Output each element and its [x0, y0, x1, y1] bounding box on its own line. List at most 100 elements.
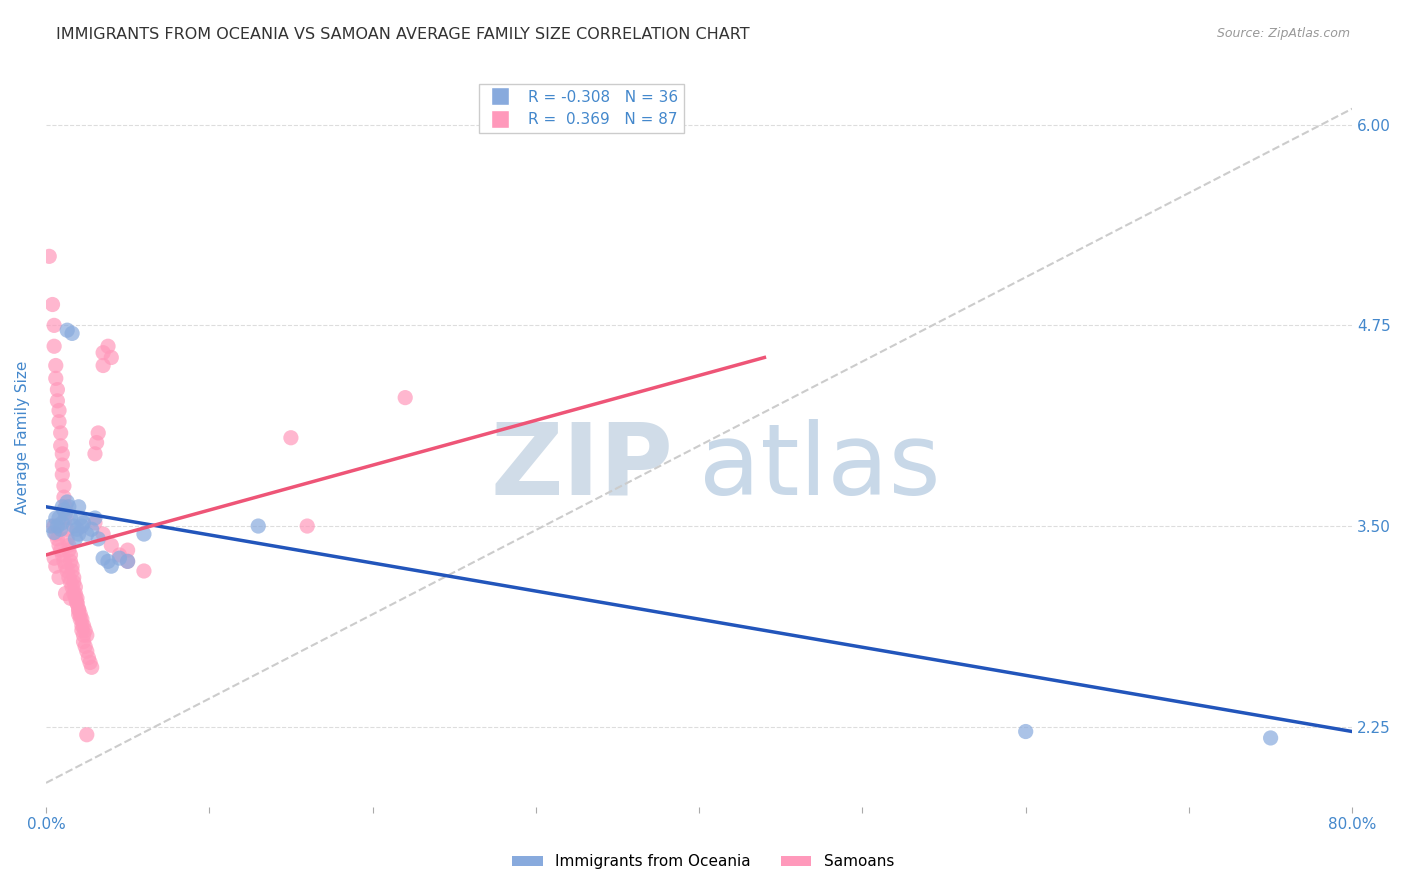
- Point: [62, 586, 84, 600]
- Point: [70, 624, 93, 638]
- Point: [77, 650, 100, 665]
- Point: [80, 660, 103, 674]
- Text: ZIP: ZIP: [491, 418, 673, 516]
- Point: [297, 519, 319, 533]
- Point: [44, 339, 66, 353]
- Point: [56, 564, 79, 578]
- Point: [117, 543, 139, 558]
- Point: [62, 570, 84, 584]
- Point: [48, 415, 70, 429]
- Point: [45, 527, 67, 541]
- Point: [66, 522, 89, 536]
- Point: [55, 559, 77, 574]
- Point: [117, 554, 139, 568]
- Point: [70, 612, 93, 626]
- Point: [48, 570, 70, 584]
- Point: [1015, 724, 1038, 739]
- Point: [58, 570, 80, 584]
- Point: [394, 391, 416, 405]
- Point: [58, 538, 80, 552]
- Point: [44, 525, 66, 540]
- Point: [76, 644, 98, 658]
- Point: [60, 559, 83, 574]
- Point: [45, 559, 67, 574]
- Point: [46, 393, 69, 408]
- Point: [69, 511, 91, 525]
- Point: [65, 532, 87, 546]
- Point: [52, 554, 75, 568]
- Point: [65, 580, 87, 594]
- Point: [100, 559, 122, 574]
- Point: [76, 628, 98, 642]
- Point: [100, 351, 122, 365]
- Point: [91, 345, 114, 359]
- Point: [108, 548, 131, 562]
- Point: [91, 551, 114, 566]
- Point: [56, 495, 79, 509]
- Point: [67, 607, 90, 622]
- Point: [1260, 731, 1282, 745]
- Point: [49, 522, 72, 536]
- Point: [79, 656, 101, 670]
- Point: [56, 323, 79, 337]
- Point: [38, 249, 60, 263]
- Point: [80, 522, 103, 536]
- Point: [51, 548, 73, 562]
- Point: [66, 596, 89, 610]
- Point: [59, 575, 82, 590]
- Point: [65, 586, 87, 600]
- Point: [59, 554, 82, 568]
- Point: [91, 527, 114, 541]
- Point: [97, 339, 120, 353]
- Point: [72, 634, 94, 648]
- Point: [76, 527, 98, 541]
- Point: [44, 551, 66, 566]
- Point: [87, 532, 110, 546]
- Point: [66, 596, 89, 610]
- Point: [108, 551, 131, 566]
- Point: [55, 511, 77, 525]
- Point: [60, 326, 83, 341]
- Point: [49, 543, 72, 558]
- Point: [91, 359, 114, 373]
- Point: [72, 516, 94, 530]
- Point: [55, 506, 77, 520]
- Point: [62, 519, 84, 533]
- Point: [59, 548, 82, 562]
- Point: [55, 586, 77, 600]
- Point: [52, 479, 75, 493]
- Point: [45, 359, 67, 373]
- Point: [67, 602, 90, 616]
- Point: [51, 500, 73, 514]
- Point: [51, 458, 73, 472]
- Point: [84, 511, 107, 525]
- Point: [52, 490, 75, 504]
- Y-axis label: Average Family Size: Average Family Size: [15, 361, 30, 515]
- Point: [45, 371, 67, 385]
- Point: [67, 602, 90, 616]
- Point: [55, 500, 77, 514]
- Point: [69, 612, 91, 626]
- Point: [58, 500, 80, 514]
- Point: [100, 538, 122, 552]
- Legend: Immigrants from Oceania, Samoans: Immigrants from Oceania, Samoans: [506, 848, 900, 875]
- Text: atlas: atlas: [699, 418, 941, 516]
- Point: [75, 624, 97, 638]
- Point: [75, 640, 97, 654]
- Point: [48, 511, 70, 525]
- Legend: R = -0.308   N = 36, R =  0.369   N = 87: R = -0.308 N = 36, R = 0.369 N = 87: [479, 84, 685, 134]
- Point: [67, 500, 90, 514]
- Point: [51, 467, 73, 482]
- Text: Source: ZipAtlas.com: Source: ZipAtlas.com: [1216, 27, 1350, 40]
- Point: [46, 532, 69, 546]
- Point: [69, 607, 91, 622]
- Point: [132, 564, 155, 578]
- Point: [44, 318, 66, 333]
- Point: [49, 425, 72, 440]
- Point: [62, 575, 84, 590]
- Point: [117, 554, 139, 568]
- Point: [70, 618, 93, 632]
- Point: [84, 447, 107, 461]
- Point: [132, 527, 155, 541]
- Point: [46, 383, 69, 397]
